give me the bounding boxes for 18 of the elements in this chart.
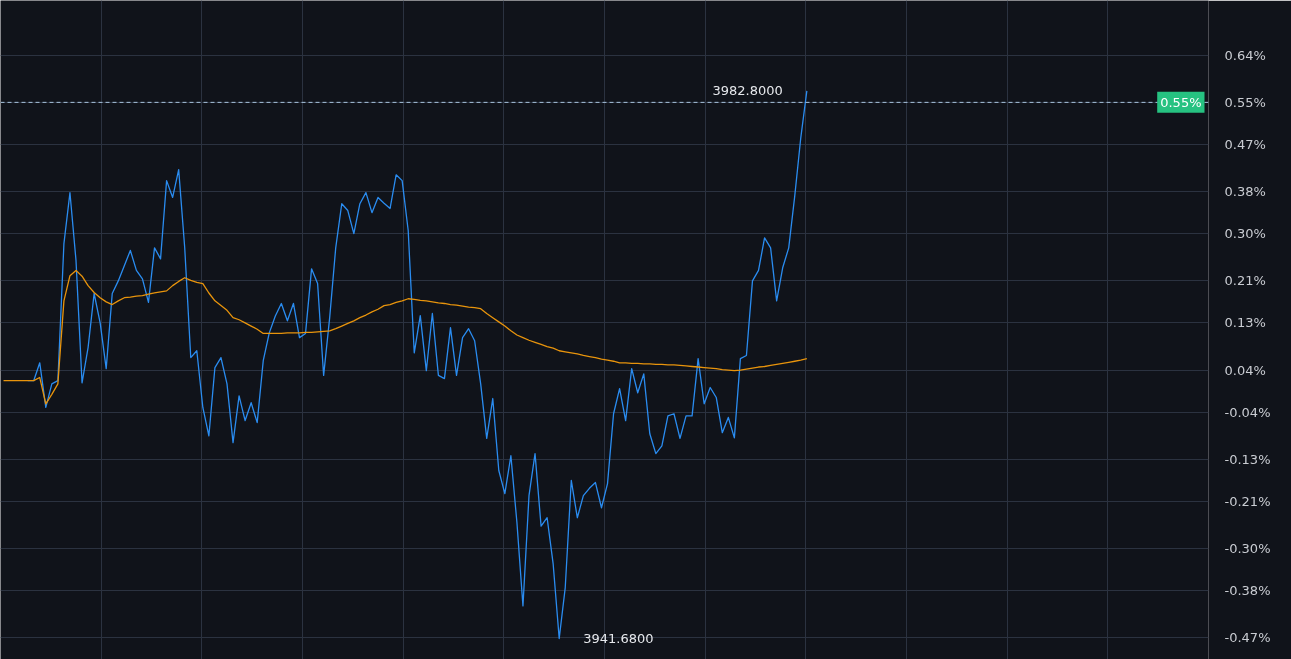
y-tick-label: -0.04% <box>1224 404 1271 420</box>
line-series <box>2 269 808 405</box>
y-tick-label: 0.64% <box>1224 47 1266 63</box>
y-tick-label: 0.04% <box>1224 362 1266 378</box>
y-tick-label: -0.30% <box>1224 541 1271 557</box>
annotation: 3982.8000 <box>712 83 783 99</box>
y-tick-label: -0.13% <box>1224 451 1271 467</box>
annotation: 3941.6800 <box>583 631 654 646</box>
y-tick-label: -0.21% <box>1224 493 1271 509</box>
y-tick-label: -0.38% <box>1224 583 1271 599</box>
y-tick-label: 0.13% <box>1224 315 1266 331</box>
ref-line-label: 0.55% <box>1160 94 1202 110</box>
y-tick-label: 0.21% <box>1224 273 1266 289</box>
y-tick-label: 0.55% <box>1224 94 1266 110</box>
y-tick-label: 0.38% <box>1224 184 1266 200</box>
y-tick-label: -0.47% <box>1224 630 1271 646</box>
y-tick-label: 0.30% <box>1224 226 1266 242</box>
y-tick-label: 0.47% <box>1224 136 1266 152</box>
